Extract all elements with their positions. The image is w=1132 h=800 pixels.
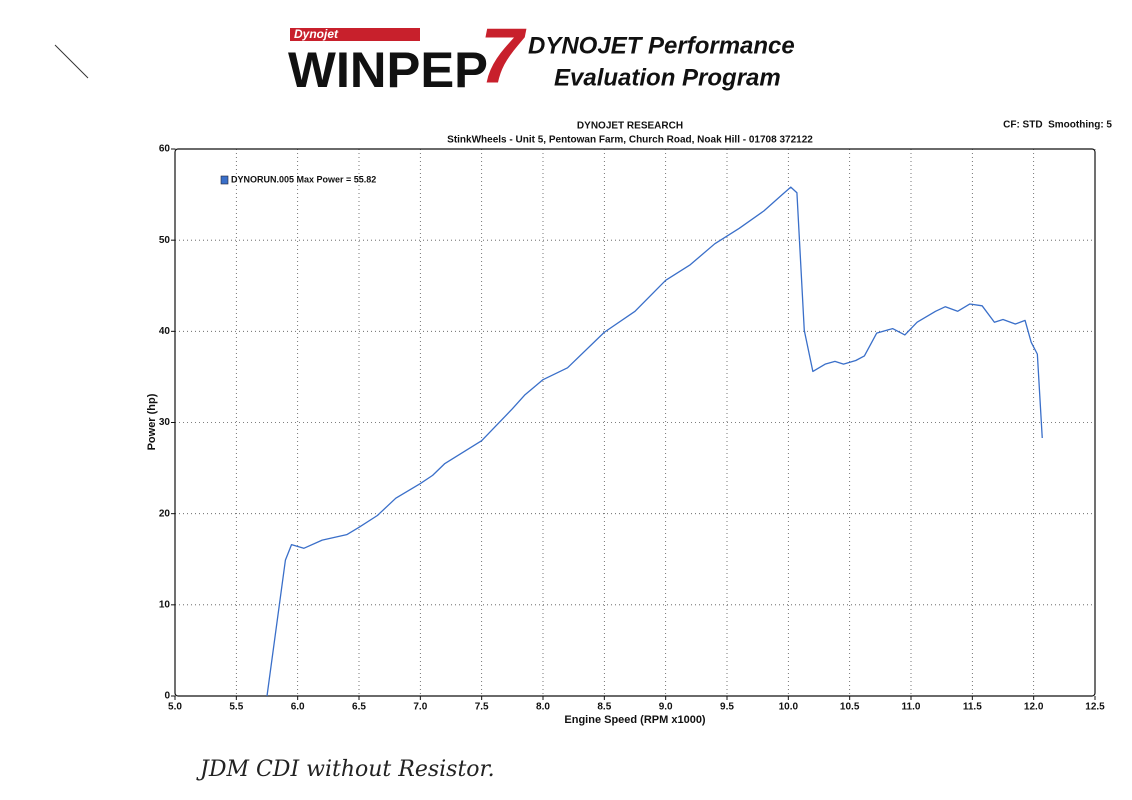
x-tick-label: 9.0: [659, 702, 673, 713]
chart-subtitle: StinkWheels - Unit 5, Pentowan Farm, Chu…: [447, 135, 813, 146]
x-axis-label: Engine Speed (RPM x1000): [564, 714, 706, 726]
x-tick-label: 10.5: [840, 702, 860, 713]
x-tick-label: 10.0: [779, 702, 799, 713]
x-tick-label: 11.0: [902, 702, 921, 713]
header-line1: DYNOJET Performance: [528, 32, 795, 59]
logo-band: [290, 28, 420, 41]
y-tick-label: 60: [159, 144, 171, 155]
y-tick-label: 30: [159, 417, 171, 428]
x-tick-label: 9.5: [720, 702, 734, 713]
corner-note: CF: STD Smoothing: 5: [1003, 120, 1112, 131]
x-tick-label: 7.0: [413, 702, 427, 713]
legend-swatch: [220, 175, 229, 185]
logo-product: WINPEP: [288, 42, 488, 98]
y-tick-label: 20: [159, 508, 171, 519]
handwritten-note: JDM CDI without Resistor.: [196, 757, 495, 782]
x-tick-label: 11.5: [963, 702, 982, 713]
header-line2: Evaluation Program: [554, 64, 781, 91]
plot-frame: [174, 148, 1096, 697]
x-tick-label: 12.0: [1024, 702, 1044, 713]
x-tick-label: 6.5: [352, 702, 366, 713]
x-tick-label: 5.5: [229, 702, 243, 713]
power-line: [266, 186, 1043, 697]
logo-brand: Dynojet: [294, 27, 339, 41]
x-tick-label: 5.0: [168, 702, 182, 713]
legend-label: DYNORUN.005 Max Power = 55.82: [231, 174, 376, 184]
x-tick-label: 6.0: [291, 702, 305, 713]
x-tick-label: 12.5: [1085, 702, 1105, 713]
logo-version: 7: [480, 12, 527, 100]
logo: Dynojet WINPEP 7 DYNOJET Performance Eva…: [288, 12, 795, 100]
y-tick-label: 0: [164, 691, 170, 702]
x-tick-label: 8.0: [536, 702, 550, 713]
chart-title: DYNOJET RESEARCH: [577, 121, 683, 132]
y-axis-label: Power (hp): [146, 393, 158, 450]
y-tick-label: 50: [159, 235, 171, 246]
scan-mark: [54, 44, 89, 79]
y-tick-label: 40: [159, 326, 171, 337]
x-tick-label: 8.5: [597, 702, 611, 713]
y-tick-label: 10: [159, 599, 171, 610]
x-tick-label: 7.5: [475, 702, 489, 713]
